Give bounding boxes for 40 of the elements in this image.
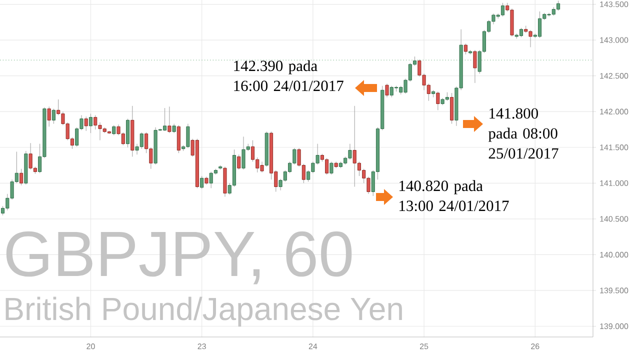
candlestick bbox=[450, 92, 454, 124]
candlestick bbox=[47, 106, 51, 127]
candlestick bbox=[436, 91, 440, 110]
candlestick bbox=[172, 124, 176, 134]
candlestick bbox=[126, 118, 130, 148]
text: GBPJPY, 60 bbox=[6, 231, 352, 284]
x-tick-label: 20 bbox=[86, 344, 95, 350]
y-tick-label: 142.500 bbox=[600, 73, 628, 79]
x-tick-label: 26 bbox=[531, 344, 540, 350]
candlestick bbox=[519, 28, 524, 38]
y-tick-label: 139.500 bbox=[600, 288, 628, 294]
annotation: 140.820 pada 13:00 24/01/2017 bbox=[400, 180, 509, 212]
x-tick-label: 23 bbox=[198, 344, 206, 350]
y-tick-label: 140.000 bbox=[600, 252, 628, 258]
candlestick bbox=[52, 108, 56, 124]
candlestick bbox=[385, 83, 389, 98]
candlestick bbox=[20, 168, 24, 186]
candlestick bbox=[84, 116, 88, 132]
x-tick-label: 24 bbox=[308, 344, 318, 350]
x-tick-label: 25 bbox=[420, 344, 428, 350]
text: British Pound/Japanese Yen bbox=[6, 296, 402, 327]
candlestick bbox=[237, 154, 241, 170]
candlestick bbox=[473, 50, 477, 84]
y-tick-label: 140.500 bbox=[600, 216, 628, 222]
y-tick-label: 141.500 bbox=[600, 144, 628, 150]
candlestick bbox=[168, 106, 172, 134]
y-tick-label: 139.000 bbox=[600, 323, 628, 330]
candlestick bbox=[112, 124, 116, 136]
y-tick-label: 143.000 bbox=[600, 37, 628, 43]
y-tick-label: 143.500 bbox=[600, 1, 628, 8]
candlestick bbox=[176, 124, 180, 154]
candlestick bbox=[538, 11, 542, 38]
annotation: 142.390 pada 16:00 24/01/2017 bbox=[234, 60, 344, 92]
candlestick bbox=[464, 43, 468, 55]
y-tick-label: 141.000 bbox=[600, 180, 628, 186]
candlestick bbox=[200, 176, 204, 190]
candlestick bbox=[88, 114, 93, 134]
y-tick-label: 142.000 bbox=[600, 108, 628, 114]
annotation: 141.800 pada 08:00 25/01/2017 bbox=[488, 108, 558, 159]
candlestick bbox=[330, 161, 334, 175]
